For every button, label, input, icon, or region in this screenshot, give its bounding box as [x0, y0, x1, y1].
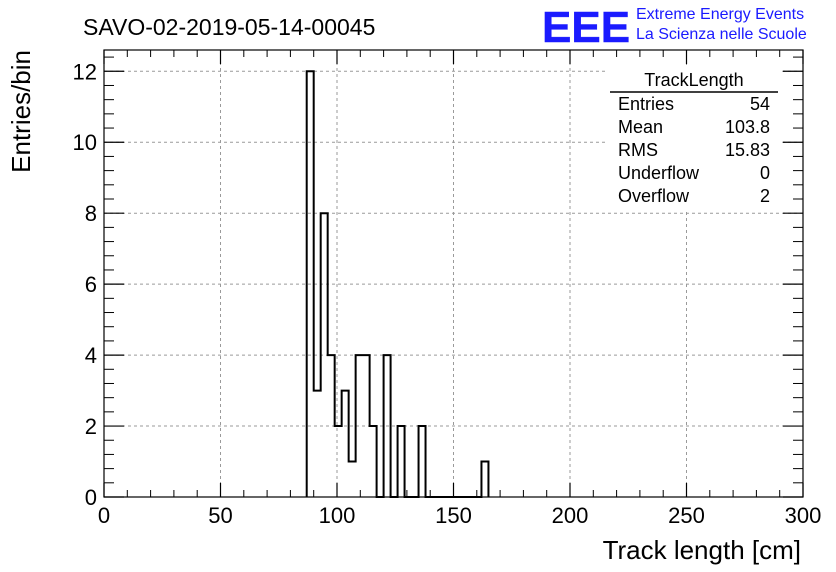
histogram-bin [349, 462, 356, 497]
stats-value: 0 [760, 163, 770, 183]
stats-label: Mean [618, 117, 663, 137]
stats-rows: Entries 54 Mean 103.8 RMS 15.83 Underflow 0 Over… [618, 94, 770, 206]
histogram-bin [370, 426, 377, 497]
x-axis-ticks: 0 50 100 150 200 250 300 [98, 50, 821, 528]
y-tick-label: 2 [85, 414, 97, 439]
histogram-bin [314, 391, 321, 497]
histogram-bin [342, 391, 349, 497]
histogram-bin [481, 462, 488, 497]
stats-label: Overflow [618, 186, 690, 206]
histogram-bin [335, 426, 342, 497]
eee-logo-letters: EEE [542, 3, 630, 52]
x-tick-label: 200 [552, 503, 589, 528]
x-tick-label: 150 [435, 503, 472, 528]
stats-value: 15.83 [725, 140, 770, 160]
stats-value: 103.8 [725, 117, 770, 137]
y-tick-label: 8 [85, 201, 97, 226]
y-axis-label: Entries/bin [6, 50, 36, 173]
eee-logo: EEE Extreme Energy Events La Scienza nel… [542, 3, 807, 53]
eee-logo-line1: Extreme Energy Events [636, 6, 804, 23]
histogram-bin [398, 426, 405, 497]
stats-label: Entries [618, 94, 674, 114]
y-axis-ticks: 0 2 4 6 8 10 12 [73, 56, 803, 510]
stats-value: 2 [760, 186, 770, 206]
histogram-bin [419, 426, 426, 497]
y-tick-label: 10 [73, 130, 97, 155]
x-tick-label: 50 [208, 503, 232, 528]
x-tick-label: 100 [319, 503, 356, 528]
eee-logo-line2: La Scienza nelle Scuole [636, 26, 807, 43]
y-tick-label: 6 [85, 272, 97, 297]
stats-value: 54 [750, 94, 770, 114]
run-title: SAVO-02-2019-05-14-00045 [83, 14, 375, 40]
stats-title: TrackLength [644, 70, 743, 90]
y-tick-label: 12 [73, 59, 97, 84]
stats-box: TrackLength Entries 54 Mean 103.8 RMS 15.83 Un… [608, 68, 780, 210]
x-tick-label: 300 [785, 503, 822, 528]
y-tick-label: 0 [85, 485, 97, 510]
x-axis-label: Track length [cm] [603, 535, 801, 565]
x-tick-label: 0 [98, 503, 110, 528]
stats-label: Underflow [618, 163, 700, 183]
x-tick-label: 250 [668, 503, 705, 528]
stats-label: RMS [618, 140, 658, 160]
y-tick-label: 4 [85, 343, 97, 368]
